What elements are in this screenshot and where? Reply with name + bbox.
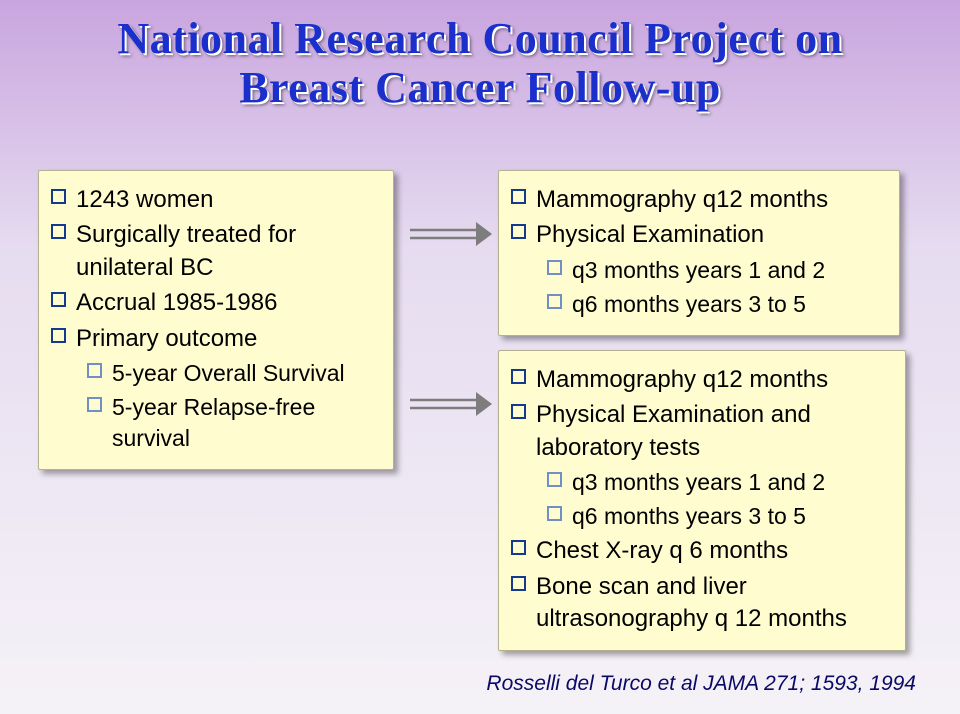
list-item: Mammography q12 months [511, 184, 887, 216]
bullet-icon [51, 189, 66, 204]
right-arm-1-box: Mammography q12 months Physical Examinat… [498, 170, 900, 336]
item-text: Surgically treated for unilateral BC [76, 219, 381, 284]
list-item: Accrual 1985-1986 [51, 287, 381, 319]
list-item: q3 months years 1 and 2 [511, 467, 893, 498]
item-text: Accrual 1985-1986 [76, 287, 277, 319]
item-text: q6 months years 3 to 5 [572, 501, 806, 532]
bullet-icon [87, 397, 102, 412]
item-text: q3 months years 1 and 2 [572, 255, 825, 286]
bullet-icon [511, 224, 526, 239]
item-text: Physical Examination [536, 219, 764, 251]
item-text: Chest X-ray q 6 months [536, 535, 788, 567]
item-text: 1243 women [76, 184, 213, 216]
left-list: 1243 women Surgically treated for unilat… [51, 184, 381, 454]
item-text: q6 months years 3 to 5 [572, 289, 806, 320]
right1-list: Mammography q12 months Physical Examinat… [511, 184, 887, 320]
title-line-2: Breast Cancer Follow-up [0, 63, 960, 112]
title-line-1: National Research Council Project on [0, 14, 960, 63]
bullet-icon [511, 576, 526, 591]
bullet-icon [547, 472, 562, 487]
list-item: Surgically treated for unilateral BC [51, 219, 381, 284]
bullet-icon [547, 260, 562, 275]
list-item: q3 months years 1 and 2 [511, 255, 887, 286]
item-text: Mammography q12 months [536, 364, 828, 396]
bullet-icon [51, 328, 66, 343]
item-text: Mammography q12 months [536, 184, 828, 216]
bullet-icon [547, 506, 562, 521]
item-text: 5-year Relapse-free survival [112, 392, 381, 454]
list-item: 1243 women [51, 184, 381, 216]
bullet-icon [51, 224, 66, 239]
bullet-icon [87, 363, 102, 378]
right-arm-2-box: Mammography q12 months Physical Examinat… [498, 350, 906, 651]
bullet-icon [547, 294, 562, 309]
list-item: Primary outcome [51, 323, 381, 355]
arrow-icon [410, 222, 492, 246]
bullet-icon [511, 369, 526, 384]
slide-title: National Research Council Project on Bre… [0, 0, 960, 113]
list-item: Physical Examination [511, 219, 887, 251]
item-text: q3 months years 1 and 2 [572, 467, 825, 498]
bullet-icon [511, 404, 526, 419]
bullet-icon [511, 189, 526, 204]
content-area: 1243 women Surgically treated for unilat… [0, 160, 960, 714]
item-text: 5-year Overall Survival [112, 358, 345, 389]
list-item: q6 months years 3 to 5 [511, 289, 887, 320]
left-study-box: 1243 women Surgically treated for unilat… [38, 170, 394, 470]
list-item: 5-year Relapse-free survival [51, 392, 381, 454]
list-item: Bone scan and liver ultrasonography q 12… [511, 571, 893, 636]
item-text: Physical Examination and laboratory test… [536, 399, 893, 464]
citation-text: Rosselli del Turco et al JAMA 271; 1593,… [486, 672, 916, 696]
arrow-icon [410, 392, 492, 416]
list-item: q6 months years 3 to 5 [511, 501, 893, 532]
bullet-icon [511, 540, 526, 555]
list-item: Physical Examination and laboratory test… [511, 399, 893, 464]
item-text: Bone scan and liver ultrasonography q 12… [536, 571, 893, 636]
list-item: Chest X-ray q 6 months [511, 535, 893, 567]
right2-list: Mammography q12 months Physical Examinat… [511, 364, 893, 635]
item-text: Primary outcome [76, 323, 257, 355]
list-item: Mammography q12 months [511, 364, 893, 396]
list-item: 5-year Overall Survival [51, 358, 381, 389]
bullet-icon [51, 292, 66, 307]
